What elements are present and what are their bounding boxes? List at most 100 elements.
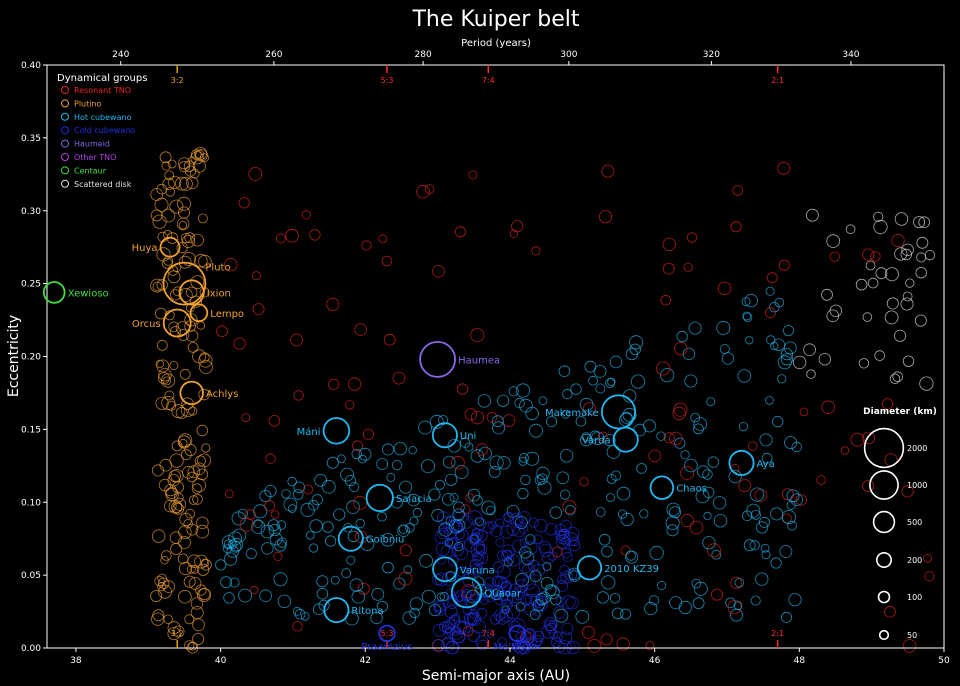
population-point (224, 257, 238, 272)
population-point (445, 519, 460, 534)
population-point (162, 580, 176, 593)
population-point (840, 446, 850, 455)
named-object-point (323, 597, 350, 624)
population-point (620, 545, 631, 556)
population-point (308, 499, 319, 511)
population-point (597, 431, 608, 442)
population-point (686, 232, 698, 243)
population-point (792, 355, 807, 370)
population-point (826, 309, 840, 323)
population-point (482, 521, 495, 534)
population-point (380, 532, 395, 547)
population-point (445, 588, 455, 599)
population-point (743, 539, 756, 552)
population-point (515, 516, 528, 529)
population-point (159, 151, 172, 164)
population-point (497, 550, 509, 561)
population-point (233, 337, 246, 350)
population-point (656, 361, 671, 376)
population-point (201, 443, 211, 453)
population-point (553, 606, 566, 619)
population-point (696, 465, 710, 478)
population-point (316, 575, 329, 588)
x-tick-label: 46 (649, 656, 661, 666)
population-point (454, 529, 465, 540)
population-point (179, 368, 191, 380)
population-point (445, 626, 455, 636)
population-point (501, 593, 514, 606)
population-point (556, 596, 566, 607)
named-object-point (431, 422, 458, 449)
population-point (648, 595, 660, 606)
population-point (156, 359, 170, 373)
population-point (197, 453, 212, 468)
population-point (462, 605, 473, 615)
population-point (167, 621, 181, 635)
population-point (711, 588, 724, 601)
population-point (358, 454, 367, 464)
population-point (781, 488, 794, 501)
population-point (340, 467, 354, 482)
population-point (557, 640, 572, 655)
population-point (680, 513, 694, 528)
population-point (549, 620, 558, 629)
population-point (287, 476, 297, 487)
population-point (161, 550, 172, 561)
population-point (761, 452, 773, 464)
population-point (518, 456, 528, 466)
population-point (466, 589, 480, 604)
population-point (516, 585, 526, 594)
population-point (283, 497, 298, 512)
population-point (665, 516, 680, 531)
population-point (544, 584, 557, 596)
named-object-point (189, 303, 209, 323)
population-point (321, 479, 336, 494)
population-point (489, 614, 501, 625)
population-point (738, 421, 749, 432)
population-point (188, 641, 198, 651)
population-point (799, 407, 809, 417)
population-point (784, 436, 798, 450)
population-point (750, 595, 761, 606)
population-point (730, 608, 743, 622)
population-point (412, 507, 423, 518)
population-point (441, 492, 455, 506)
named-object-point (178, 279, 205, 306)
population-point (399, 480, 413, 494)
population-point (518, 559, 533, 573)
population-point (780, 353, 794, 366)
population-point (674, 341, 688, 356)
resonance-label-bottom: 5:3 (381, 629, 394, 638)
population-point (196, 588, 211, 603)
population-point (533, 606, 544, 617)
named-object-label: Aya (757, 459, 775, 470)
population-point (557, 574, 567, 585)
population-point (445, 473, 458, 486)
population-point (514, 397, 525, 409)
population-point (525, 406, 539, 421)
legend-label: Haumeid (74, 140, 110, 149)
population-point (916, 252, 927, 263)
population-point (795, 494, 807, 506)
size-legend-label: 2000 (907, 444, 927, 453)
y-tick-label: 0.15 (21, 425, 41, 435)
population-point (492, 421, 506, 435)
population-point (894, 212, 909, 226)
population-point (816, 475, 826, 485)
population-point (547, 551, 558, 561)
population-point (161, 161, 171, 171)
population-point (600, 633, 613, 646)
population-point (223, 592, 235, 604)
population-point (625, 347, 638, 361)
population-point (322, 521, 334, 533)
population-point (191, 233, 204, 247)
population-point (393, 577, 406, 590)
population-point (556, 471, 570, 485)
population-point (660, 368, 675, 383)
population-point (188, 577, 202, 590)
population-point (874, 350, 885, 361)
population-point (467, 630, 480, 643)
population-point (680, 466, 695, 481)
population-point (224, 489, 234, 499)
legend-label: Centaur (74, 166, 107, 175)
